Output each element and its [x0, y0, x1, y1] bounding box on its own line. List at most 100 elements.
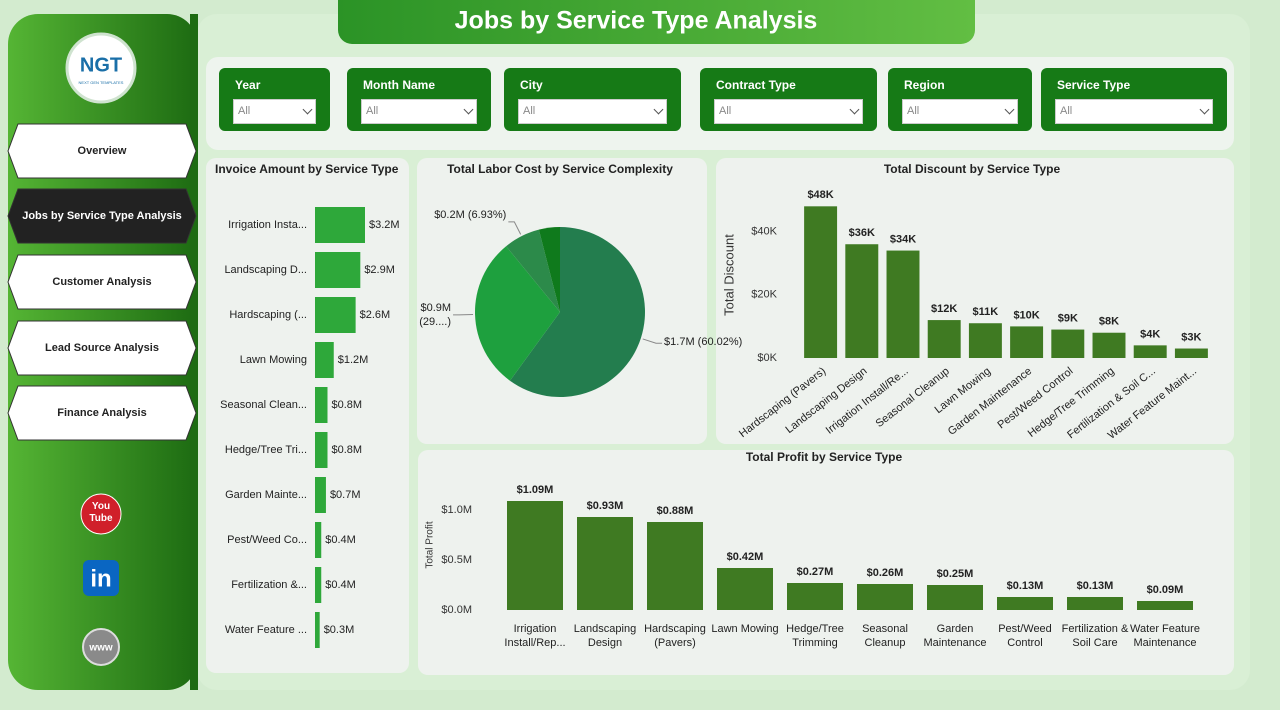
- filter-value[interactable]: All: [233, 99, 316, 124]
- category-label: Hedge/Tree Trimming: [786, 623, 844, 649]
- nav-label[interactable]: Overview: [77, 145, 127, 157]
- nav-button[interactable]: [7, 320, 197, 376]
- bar: [968, 323, 1002, 358]
- value-label: $12K: [931, 303, 957, 315]
- panel: [206, 158, 409, 673]
- chart-title: Invoice Amount by Service Type: [215, 162, 399, 176]
- category-label: Hardscaping (Pavers): [644, 623, 706, 649]
- category-label: Irrigation Insta...: [228, 219, 307, 231]
- value-label: $4K: [1140, 328, 1160, 340]
- filter[interactable]: Contract Type All: [700, 68, 877, 131]
- category-label: Fertilization & Soil Care: [1061, 623, 1129, 649]
- bar: [1051, 329, 1085, 358]
- value-label: $0.42M: [727, 551, 764, 563]
- bar: [315, 297, 356, 333]
- y-tick-label: $20K: [751, 289, 777, 301]
- bar: [1133, 345, 1167, 358]
- bar: [1137, 601, 1193, 610]
- nav-label[interactable]: Customer Analysis: [52, 276, 152, 288]
- header-tab: [338, 0, 975, 44]
- category-label: Hardscaping (...: [229, 309, 307, 321]
- leader-line: [642, 338, 663, 344]
- y-tick-label: $0K: [757, 352, 777, 364]
- filter[interactable]: Service Type All: [1041, 68, 1227, 131]
- value-label: $0.8M: [332, 399, 363, 411]
- value-label: $2.9M: [364, 264, 395, 276]
- bar: [717, 568, 773, 610]
- filter-value[interactable]: All: [518, 99, 667, 124]
- category-label: Irrigation Install/Rep...: [504, 623, 566, 649]
- value-label: $0.09M: [1147, 584, 1184, 596]
- value-label: $1.2M: [338, 354, 369, 366]
- filter-value[interactable]: All: [714, 99, 863, 124]
- filter[interactable]: Region All: [888, 68, 1032, 131]
- pie-label: $0.9M (29....): [419, 301, 452, 328]
- bar: [315, 387, 328, 423]
- bar: [927, 320, 961, 358]
- filter-value[interactable]: All: [1055, 99, 1213, 124]
- filter-label: City: [520, 78, 543, 92]
- value-label: $0.93M: [587, 500, 624, 512]
- category-label: Pest/Weed Control: [998, 623, 1052, 649]
- category-label: Landscaping Design: [573, 623, 637, 649]
- value-label: $0.3M: [324, 624, 355, 636]
- y-axis-title: Total Discount: [721, 234, 736, 316]
- logo: [65, 32, 137, 104]
- category-label: Lawn Mowing: [240, 354, 307, 366]
- category-label: Fertilization &...: [231, 579, 307, 591]
- value-label: $36K: [849, 227, 875, 239]
- filter-label: Year: [235, 78, 261, 92]
- value-label: $0.4M: [325, 534, 356, 546]
- web-icon[interactable]: [82, 628, 120, 666]
- value-label: $2.6M: [360, 309, 391, 321]
- leader-line: [508, 221, 522, 235]
- youtube-icon[interactable]: [80, 493, 122, 535]
- value-label: $1.09M: [517, 484, 554, 496]
- value-label: $0.4M: [325, 579, 356, 591]
- pie-slice: [538, 227, 560, 312]
- nav-button[interactable]: [7, 254, 197, 310]
- filter-label: Service Type: [1057, 78, 1131, 92]
- nav-button[interactable]: [7, 385, 197, 441]
- bar: [1067, 597, 1123, 610]
- filter[interactable]: Month Name All: [347, 68, 491, 131]
- category-label: Seasonal Cleanup: [862, 623, 908, 649]
- value-label: $0.13M: [1007, 580, 1044, 592]
- pie-label: $1.7M (60.02%): [664, 336, 743, 349]
- linkedin-text: in: [90, 565, 111, 592]
- pie-label: $0.2M (6.93%): [434, 208, 507, 221]
- filter[interactable]: City All: [504, 68, 681, 131]
- linkedin-icon[interactable]: [83, 560, 119, 596]
- filter[interactable]: Year All: [219, 68, 330, 131]
- filter-value[interactable]: All: [361, 99, 477, 124]
- nav-label[interactable]: Jobs by Service Type Analysis: [22, 210, 182, 222]
- value-label: $0.26M: [867, 567, 904, 579]
- bar: [1174, 348, 1208, 358]
- bar: [845, 244, 879, 358]
- category-label: Seasonal Clean...: [220, 399, 307, 411]
- panel: [716, 158, 1234, 444]
- bar: [507, 501, 563, 610]
- value-label: $0.88M: [657, 505, 694, 517]
- nav-button[interactable]: [7, 123, 197, 179]
- page-title: Jobs by Service Type Analysis: [455, 7, 818, 35]
- nav-label[interactable]: Finance Analysis: [57, 407, 147, 419]
- filter-label: Contract Type: [716, 78, 796, 92]
- value-label: $9K: [1058, 312, 1078, 324]
- bar: [577, 517, 633, 610]
- bar: [315, 342, 334, 378]
- category-label: Lawn Mowing: [711, 623, 779, 635]
- filter-value[interactable]: All: [902, 99, 1018, 124]
- bar: [315, 477, 326, 513]
- value-label: $0.13M: [1077, 580, 1114, 592]
- nav-label[interactable]: Lead Source Analysis: [45, 342, 159, 354]
- bar: [857, 584, 913, 610]
- y-tick-label: $40K: [751, 226, 777, 238]
- bar: [315, 612, 320, 648]
- nav-button[interactable]: [7, 188, 197, 244]
- bar: [787, 583, 843, 610]
- y-tick-label: $0.5M: [441, 554, 472, 566]
- bar: [886, 250, 920, 358]
- value-label: $34K: [890, 233, 916, 245]
